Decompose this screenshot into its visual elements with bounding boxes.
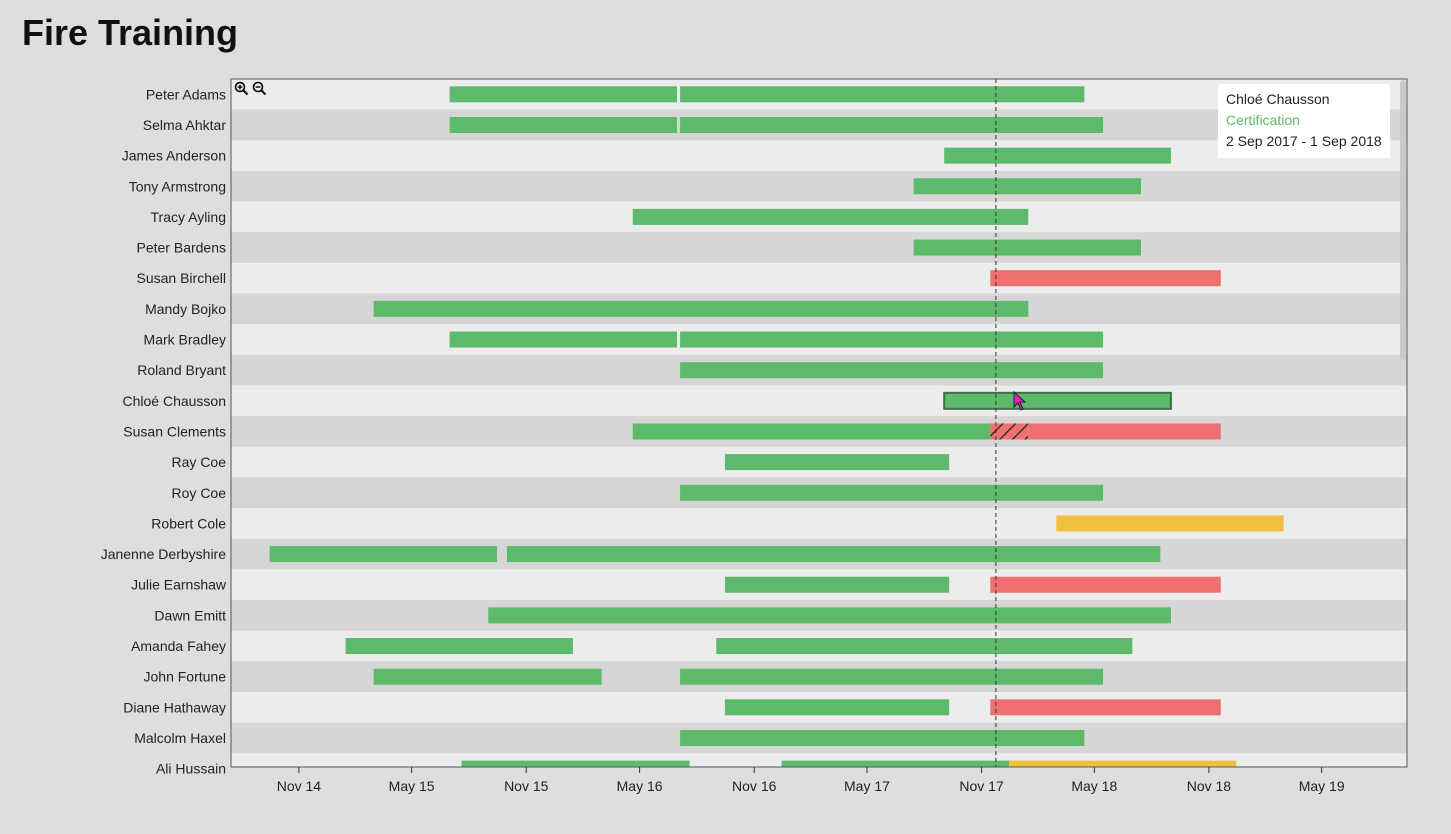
row-label: Roy Coe (172, 485, 227, 501)
training-bar[interactable] (680, 86, 1085, 103)
bar-tooltip: Chloé Chausson Certification 2 Sep 2017 … (1218, 84, 1390, 158)
x-tick-label: May 15 (389, 778, 435, 794)
training-bar[interactable] (449, 86, 677, 103)
training-bar[interactable] (680, 729, 1085, 746)
row-label: John Fortune (144, 669, 227, 685)
row-label: Ray Coe (172, 454, 227, 470)
row-label: Dawn Emitt (154, 607, 226, 623)
tooltip-range: 2 Sep 2017 - 1 Sep 2018 (1226, 133, 1382, 149)
zoom-in-icon[interactable] (234, 81, 249, 96)
training-bar[interactable] (632, 423, 991, 440)
x-tick-label: May 17 (844, 778, 890, 794)
training-bar[interactable] (724, 699, 950, 716)
training-bar[interactable] (1008, 760, 1237, 777)
x-tick-label: Nov 16 (732, 778, 777, 794)
tooltip-kind: Certification (1226, 112, 1300, 128)
row-label: Mandy Bojko (145, 301, 226, 317)
row-label: Susan Birchell (137, 270, 227, 286)
training-bar[interactable] (680, 484, 1104, 501)
training-bar[interactable] (269, 546, 497, 563)
row-label: Janenne Derbyshire (101, 546, 227, 562)
training-bar[interactable] (943, 391, 1172, 410)
row-label: Peter Adams (146, 86, 226, 102)
mouse-cursor-icon (1013, 391, 1027, 411)
training-bar[interactable] (724, 454, 950, 471)
row-label: Peter Bardens (137, 240, 227, 256)
training-bar[interactable] (990, 270, 1221, 287)
row-band (231, 170, 1407, 202)
training-bar[interactable] (680, 362, 1104, 379)
row-band (231, 385, 1407, 417)
row-label: Roland Bryant (137, 362, 226, 378)
plot-border (230, 78, 1408, 768)
row-band (231, 262, 1407, 294)
page-title: Fire Training (22, 12, 239, 53)
training-bar[interactable] (373, 668, 602, 685)
training-bar[interactable] (913, 239, 1142, 256)
row-label: Malcolm Haxel (134, 730, 226, 746)
row-label: Susan Clements (123, 423, 226, 439)
training-bar[interactable] (506, 546, 1161, 563)
x-tick-label: May 18 (1071, 778, 1117, 794)
training-bar[interactable] (990, 423, 1029, 440)
row-label: Tony Armstrong (129, 178, 226, 194)
training-bar[interactable] (680, 116, 1104, 133)
row-label: Chloé Chausson (122, 393, 226, 409)
row-band (231, 232, 1407, 263)
x-tick-label: May 19 (1299, 778, 1345, 794)
training-bar[interactable] (680, 331, 1104, 348)
tooltip-name: Chloé Chausson (1226, 91, 1330, 107)
row-label: Robert Cole (151, 515, 226, 531)
training-bar[interactable] (944, 147, 1171, 164)
vertical-scrollbar[interactable] (1400, 80, 1406, 360)
training-bar[interactable] (680, 668, 1104, 685)
training-bar[interactable] (449, 116, 677, 133)
row-label: Diane Hathaway (123, 699, 226, 715)
training-bar[interactable] (488, 607, 1171, 624)
zoom-out-icon[interactable] (252, 81, 267, 96)
row-label: Selma Ahktar (143, 117, 227, 133)
row-label: Julie Earnshaw (131, 577, 227, 593)
training-bar[interactable] (373, 300, 1029, 317)
x-tick-label: Nov 17 (959, 778, 1004, 794)
training-bar[interactable] (990, 699, 1221, 716)
training-bar[interactable] (461, 760, 690, 777)
x-tick-label: Nov 15 (504, 778, 549, 794)
x-tick-label: Nov 18 (1187, 778, 1232, 794)
row-label: James Anderson (122, 148, 226, 164)
x-tick-label: May 16 (617, 778, 663, 794)
zoom-controls (234, 81, 267, 96)
training-bar[interactable] (716, 638, 1133, 655)
training-bar[interactable] (913, 178, 1142, 195)
row-label: Amanda Fahey (131, 638, 226, 654)
training-bar[interactable] (990, 576, 1221, 593)
training-bar[interactable] (632, 208, 1029, 225)
x-tick-label: Nov 14 (277, 778, 322, 794)
row-label: Tracy Ayling (151, 209, 226, 225)
row-label: Mark Bradley (144, 332, 226, 348)
training-bar[interactable] (724, 576, 950, 593)
training-bar[interactable] (1028, 423, 1221, 440)
training-bar[interactable] (781, 760, 1009, 777)
training-bar[interactable] (345, 638, 573, 655)
row-band (231, 140, 1407, 171)
row-label: Ali Hussain (156, 761, 226, 777)
training-bar[interactable] (1056, 515, 1284, 532)
training-bar[interactable] (449, 331, 677, 348)
